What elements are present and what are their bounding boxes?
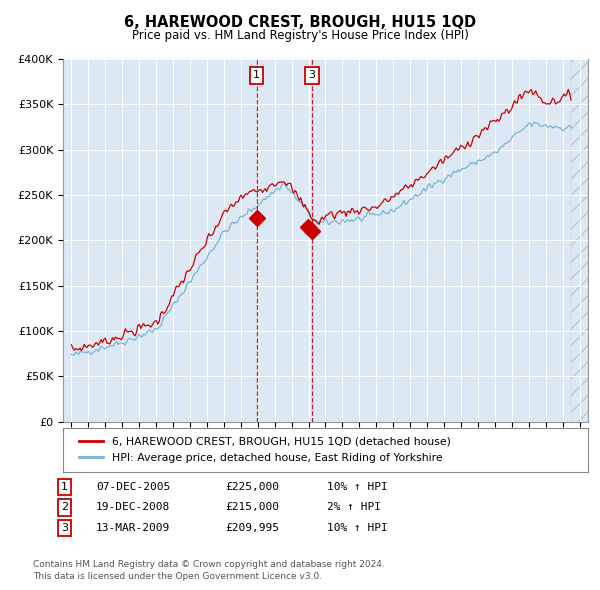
Text: 3: 3 bbox=[61, 523, 68, 533]
Text: Contains HM Land Registry data © Crown copyright and database right 2024.
This d: Contains HM Land Registry data © Crown c… bbox=[33, 560, 385, 581]
Text: Price paid vs. HM Land Registry's House Price Index (HPI): Price paid vs. HM Land Registry's House … bbox=[131, 30, 469, 42]
Text: 1: 1 bbox=[253, 70, 260, 80]
Text: £215,000: £215,000 bbox=[225, 503, 279, 512]
Text: 13-MAR-2009: 13-MAR-2009 bbox=[96, 523, 170, 533]
Text: £225,000: £225,000 bbox=[225, 482, 279, 491]
Text: 10% ↑ HPI: 10% ↑ HPI bbox=[327, 482, 388, 491]
Text: 10% ↑ HPI: 10% ↑ HPI bbox=[327, 523, 388, 533]
Text: 07-DEC-2005: 07-DEC-2005 bbox=[96, 482, 170, 491]
Text: 3: 3 bbox=[308, 70, 316, 80]
Text: 6, HAREWOOD CREST, BROUGH, HU15 1QD: 6, HAREWOOD CREST, BROUGH, HU15 1QD bbox=[124, 15, 476, 30]
Legend: 6, HAREWOOD CREST, BROUGH, HU15 1QD (detached house), HPI: Average price, detach: 6, HAREWOOD CREST, BROUGH, HU15 1QD (det… bbox=[74, 431, 456, 468]
Text: 2% ↑ HPI: 2% ↑ HPI bbox=[327, 503, 381, 512]
Text: 19-DEC-2008: 19-DEC-2008 bbox=[96, 503, 170, 512]
Bar bbox=[571, 59, 588, 422]
Text: 2: 2 bbox=[61, 503, 68, 512]
Text: 1: 1 bbox=[61, 482, 68, 491]
Text: £209,995: £209,995 bbox=[225, 523, 279, 533]
